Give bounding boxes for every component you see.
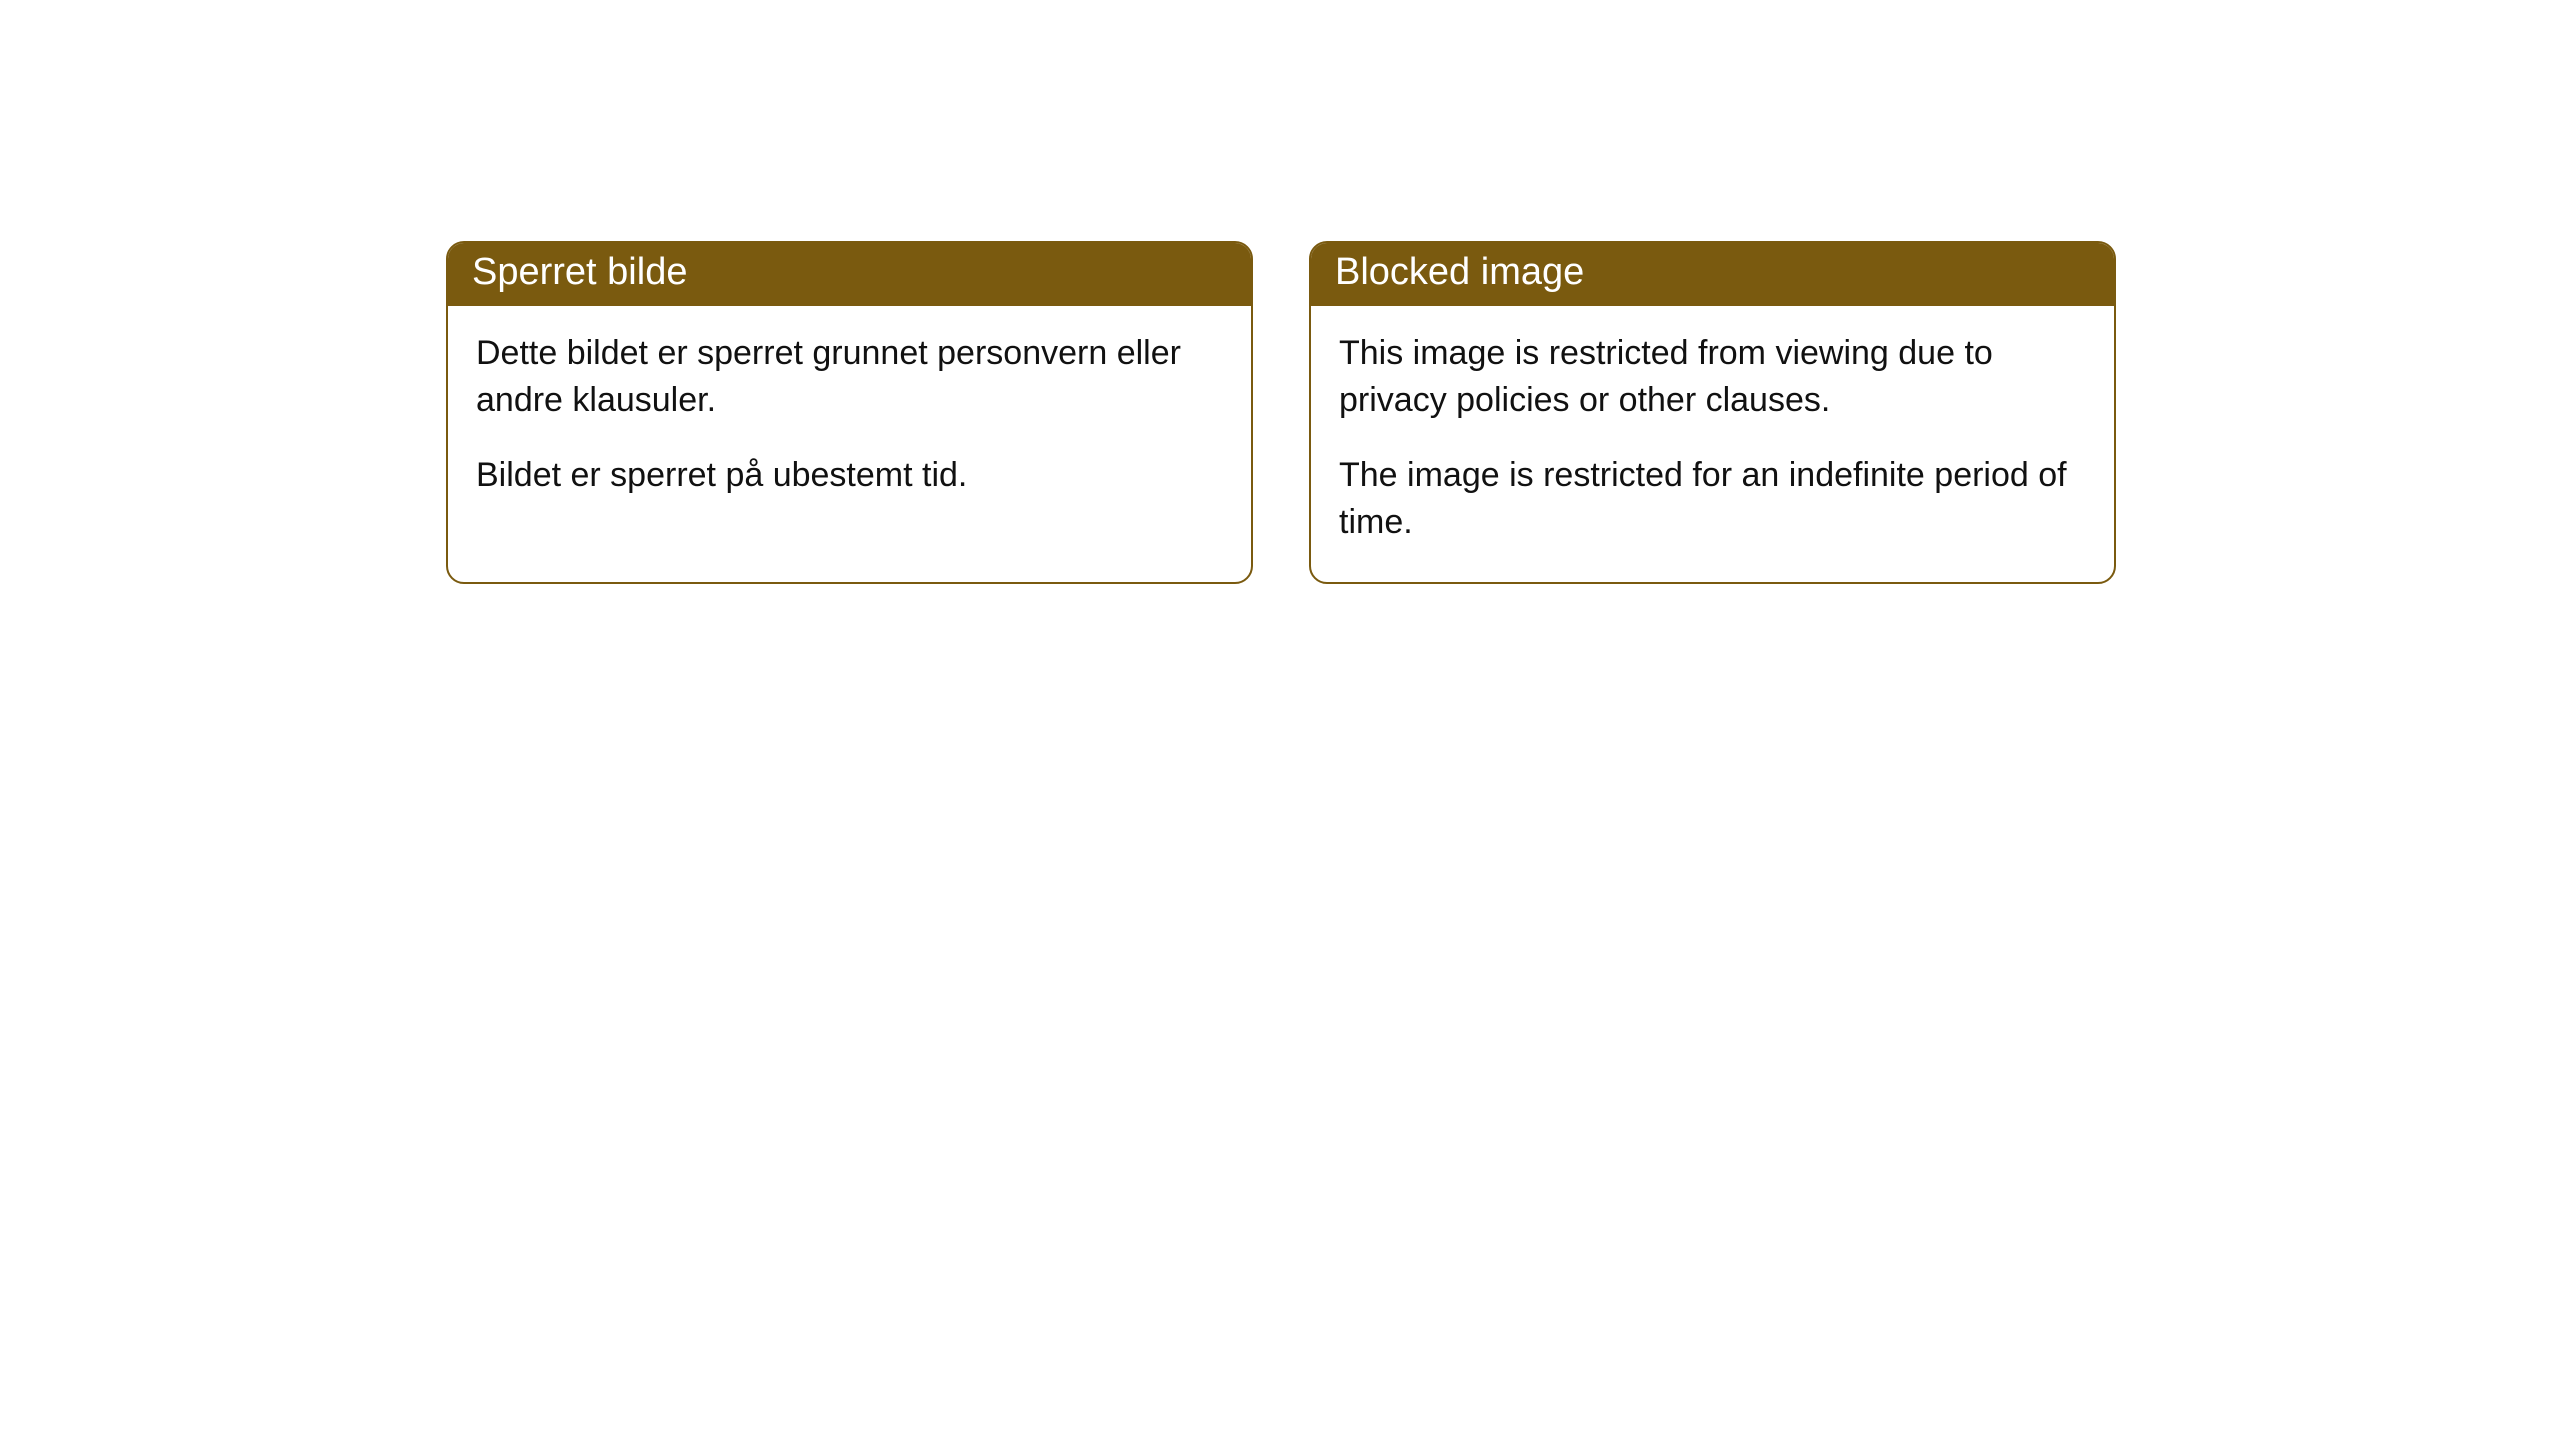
card-header-no: Sperret bilde (448, 243, 1251, 306)
card-body-no: Dette bildet er sperret grunnet personve… (448, 306, 1251, 535)
card-body-en: This image is restricted from viewing du… (1311, 306, 2114, 582)
card-header-en: Blocked image (1311, 243, 2114, 306)
card-paragraph: Bildet er sperret på ubestemt tid. (476, 452, 1223, 499)
card-paragraph: This image is restricted from viewing du… (1339, 330, 2086, 424)
card-paragraph: The image is restricted for an indefinit… (1339, 452, 2086, 546)
blocked-image-card-en: Blocked image This image is restricted f… (1309, 241, 2116, 584)
card-paragraph: Dette bildet er sperret grunnet personve… (476, 330, 1223, 424)
notice-cards-container: Sperret bilde Dette bildet er sperret gr… (0, 0, 2560, 584)
blocked-image-card-no: Sperret bilde Dette bildet er sperret gr… (446, 241, 1253, 584)
